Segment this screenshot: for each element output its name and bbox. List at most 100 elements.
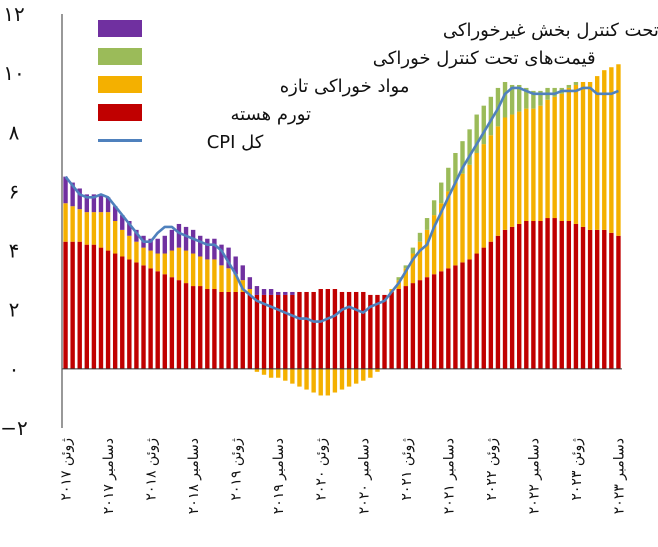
bar: [531, 90, 536, 109]
bar: [84, 212, 89, 245]
x-tick-label: دسامبر ۲۰۲۳: [612, 438, 628, 514]
bar: [77, 241, 82, 369]
bar: [410, 283, 416, 369]
bar: [488, 241, 494, 369]
bar: [70, 241, 75, 369]
x-tick-label: دسامبر ۲۰۲۲: [526, 438, 542, 514]
bar: [212, 259, 217, 290]
bar: [325, 289, 331, 369]
bar: [141, 247, 146, 266]
bar: [283, 368, 288, 381]
bar: [247, 289, 253, 295]
bar: [353, 368, 359, 384]
bar: [467, 259, 472, 369]
bar: [325, 368, 331, 396]
bar: [481, 105, 486, 145]
bar: [488, 135, 494, 242]
legend-swatch: [98, 20, 142, 37]
bar: [602, 229, 607, 369]
bar: [105, 212, 111, 251]
legend-label: مواد خوراکی تازه: [280, 76, 410, 97]
legend-item: کل CPI: [98, 132, 264, 153]
bar: [616, 235, 621, 369]
bar: [609, 67, 614, 233]
x-tick-label: ژوئن ۲۰۲۲: [484, 438, 500, 501]
bar: [134, 262, 139, 369]
series-2: [396, 82, 579, 281]
bar: [580, 226, 586, 369]
legend-swatch: [98, 76, 142, 93]
bar: [283, 294, 288, 369]
bar: [198, 256, 203, 287]
bar: [311, 368, 316, 393]
bar: [403, 265, 408, 269]
bar: [169, 250, 175, 278]
bar: [219, 244, 224, 266]
bar: [169, 277, 175, 369]
x-tick-label: ژوئن ۲۰۱۷: [59, 438, 75, 501]
bar: [339, 368, 345, 390]
bar: [587, 229, 593, 369]
bar: [566, 84, 572, 88]
bar: [410, 247, 416, 254]
bar: [346, 368, 352, 387]
x-tick-label: ژوئن ۲۰۲۰: [314, 438, 330, 501]
x-tick-label: ژوئن ۲۰۲۱: [399, 438, 415, 501]
y-tick-label: ۴: [9, 239, 20, 263]
bar: [353, 291, 359, 369]
bar: [552, 218, 557, 369]
bar: [616, 64, 621, 236]
bar: [538, 221, 543, 369]
bar: [134, 241, 139, 263]
bar: [247, 277, 253, 290]
bar: [276, 368, 281, 378]
bar: [254, 294, 260, 369]
bar: [566, 221, 572, 369]
bar: [467, 129, 472, 165]
bar: [580, 82, 586, 227]
bar: [502, 229, 508, 369]
legend-item: قیمت‌های تحت کنترل بخش غیرخوراکی: [98, 20, 658, 41]
bar: [268, 368, 274, 378]
bar: [268, 294, 274, 369]
bar: [467, 164, 472, 260]
bar: [431, 215, 437, 275]
bar: [176, 280, 182, 369]
bar: [538, 90, 543, 106]
y-tick-label: −۲: [0, 416, 28, 440]
bar: [552, 96, 557, 219]
x-tick-label: دسامبر ۲۰۲۰: [356, 438, 372, 514]
bar: [98, 194, 104, 213]
bar: [290, 294, 295, 369]
bar: [77, 188, 82, 210]
bar: [112, 221, 118, 254]
bar: [212, 289, 217, 369]
bar: [290, 368, 295, 384]
x-tick-label: دسامبر ۲۰۱۷: [101, 438, 117, 514]
bar: [91, 212, 97, 245]
bar: [439, 271, 444, 369]
bar: [439, 203, 444, 272]
bar: [254, 286, 260, 295]
bar: [105, 197, 111, 213]
bar: [375, 294, 380, 369]
bar: [424, 229, 430, 278]
bar: [502, 117, 508, 230]
bar: [517, 84, 522, 112]
bar: [410, 253, 416, 284]
bar: [247, 294, 253, 369]
y-tick-labels: ۱۲ ۱۰ ۸ ۶ ۴ ۲ ۰ −۲: [0, 2, 28, 440]
bar: [474, 114, 479, 153]
bar: [424, 277, 430, 369]
bar: [226, 268, 231, 292]
bar: [481, 247, 486, 369]
bar: [112, 253, 118, 369]
bar: [517, 223, 522, 369]
bar: [453, 152, 458, 183]
bar: [205, 289, 210, 369]
bar: [77, 209, 82, 242]
bar: [566, 87, 572, 222]
bar: [70, 206, 75, 242]
series-3: [63, 176, 295, 295]
bar: [190, 253, 196, 287]
